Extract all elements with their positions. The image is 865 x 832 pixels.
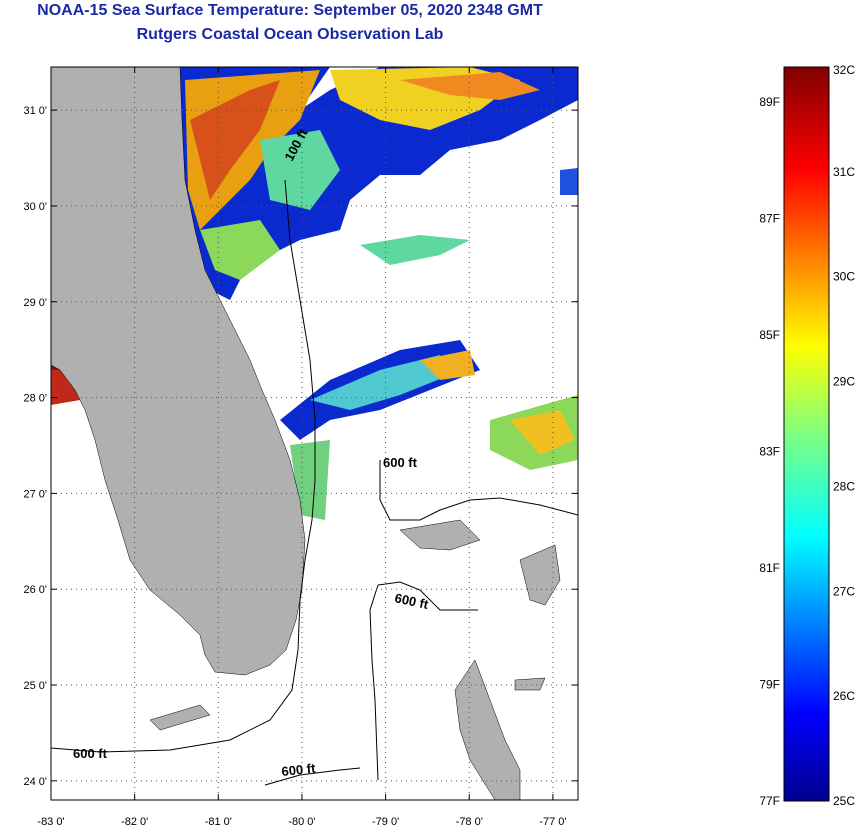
sst-data-layer [51, 67, 578, 525]
isobath-layer [51, 179, 578, 786]
lat-label: 30 0' [23, 201, 47, 213]
colorbar-fahrenheit-label: 79F [759, 677, 780, 691]
colorbar-celsius-label: 30C [833, 270, 855, 284]
lat-label: 25 0' [23, 680, 47, 692]
colorbar-fahrenheit-label: 89F [759, 95, 780, 109]
isobath-label-600ft-1: 600 ft [383, 455, 418, 470]
lon-label: -77 0' [539, 816, 566, 828]
lon-label: -80 0' [288, 816, 315, 828]
map-title: NOAA-15 Sea Surface Temperature: Septemb… [37, 2, 543, 19]
isobath-label-600ft-3: 600 ft [73, 746, 108, 761]
colorbar-fahrenheit-label: 85F [759, 328, 780, 342]
map-subtitle: Rutgers Coastal Ocean Observation Lab [136, 26, 444, 43]
longitude-axis: -83 0' -82 0' -81 0' -80 0' -79 0' -78 0' -77 … [37, 67, 566, 828]
colorbar [783, 66, 830, 802]
colorbar-fahrenheit-label: 83F [759, 444, 780, 458]
colorbar-fahrenheit-label: 81F [759, 561, 780, 575]
land-layer [51, 67, 561, 800]
lon-label: -79 0' [372, 816, 399, 828]
colorbar-celsius-label: 26C [833, 689, 855, 703]
isobath-label-600ft-4: 600 ft [281, 760, 317, 779]
colorbar-celsius-label: 27C [833, 584, 855, 598]
isobath-label-600ft-2: 600 ft [393, 590, 430, 612]
colorbar-celsius-label: 32C [833, 63, 855, 77]
lon-label: -81 0' [205, 816, 232, 828]
colorbar-fahrenheit-label: 87F [759, 211, 780, 225]
lat-label: 31 0' [23, 105, 47, 117]
colorbar-celsius-label: 29C [833, 375, 855, 389]
colorbar-labels: 32C 31C 30C 29C 28C 27C 26C 25C 89F 87F 85F 83F 81F 7… [759, 63, 855, 808]
lat-label: 24 0' [23, 776, 47, 788]
colorbar-celsius-label: 28C [833, 479, 855, 493]
lat-label: 26 0' [23, 584, 47, 596]
lat-label: 28 0' [23, 393, 47, 405]
colorbar-celsius-label: 31C [833, 165, 855, 179]
lat-label: 27 0' [23, 488, 47, 500]
lon-label: -78 0' [456, 816, 483, 828]
lon-label: -82 0' [121, 816, 148, 828]
colorbar-celsius-label: 25C [833, 794, 855, 808]
lon-label: -83 0' [37, 816, 64, 828]
lat-label: 29 0' [23, 297, 47, 309]
latitude-axis: 31 0' 30 0' 29 0' 28 0' 27 0' 26 0' 25 0' 24 0' [23, 105, 578, 788]
colorbar-fahrenheit-label: 77F [759, 794, 780, 808]
graticule [51, 67, 578, 800]
